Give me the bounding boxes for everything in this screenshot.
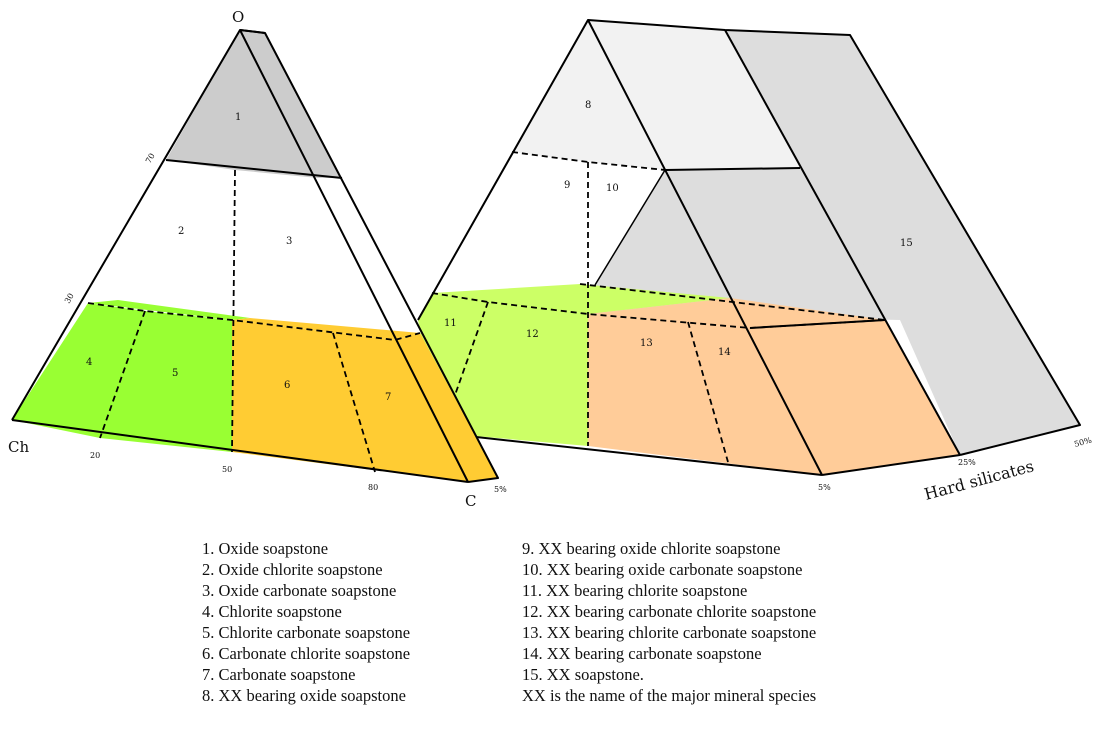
legend-item: 1. Oxide soapstone <box>202 539 329 558</box>
region-label-9: 9 <box>564 180 570 191</box>
back-slab-top-dashed <box>431 292 886 329</box>
region-10-fill <box>588 162 665 290</box>
front-6-7-dashed <box>332 332 376 473</box>
region-label-12: 12 <box>526 329 539 340</box>
legend-item: 10. XX bearing oxide carbonate soapstone <box>522 560 803 579</box>
legend-item: 3. Oxide carbonate soapstone <box>202 581 397 600</box>
back-prism-front-floor <box>439 432 823 476</box>
legend-item: 15. XX soapstone. <box>522 665 644 684</box>
legend-item: 12. XX bearing carbonate chlorite soapst… <box>522 602 817 621</box>
region-label-4: 4 <box>86 357 92 368</box>
front-prism-base <box>11 419 469 483</box>
region-label-13: 13 <box>640 338 653 349</box>
back-13-14-dashed <box>687 321 729 463</box>
back-prism-base <box>821 454 961 476</box>
back-11-12-dashed <box>454 301 489 396</box>
legend-item: 4. Chlorite soapstone <box>202 602 342 621</box>
region-label-3: 3 <box>286 236 292 247</box>
legend-item: 11. XX bearing chlorite soapstone <box>522 581 748 600</box>
front-oxide-line <box>165 159 343 179</box>
back-prism-upper-line <box>664 167 801 171</box>
vertex-label-right: C <box>465 492 476 510</box>
vertex-label-left: Ch <box>8 438 29 456</box>
region-6-7-fill <box>232 320 498 482</box>
back-prism-diag <box>594 169 666 286</box>
legend-item: 13. XX bearing chlorite carbonate soapst… <box>522 623 817 642</box>
front-ridge <box>239 29 266 34</box>
legend-item: 5. Chlorite carbonate soapstone <box>202 623 411 642</box>
region-label-5: 5 <box>172 368 178 379</box>
region-label-7: 7 <box>385 392 391 403</box>
depth-tick-50: 50% <box>1073 436 1093 449</box>
region-label-10: 10 <box>606 183 619 194</box>
back-prism-ridge <box>724 29 961 456</box>
region-label-15: 15 <box>900 238 913 249</box>
chc-tick-80: 80 <box>368 483 378 492</box>
legend-item: 9. XX bearing oxide chlorite soapstone <box>522 539 781 558</box>
legend-item: 8. XX bearing oxide soapstone <box>202 686 406 705</box>
region-label-14: 14 <box>718 347 731 358</box>
back-prism-roof <box>587 19 1081 456</box>
front-4-5-dashed <box>99 310 146 439</box>
legend-item: XX is the name of the major mineral spec… <box>522 686 817 705</box>
depth-tick-25: 25% <box>958 458 976 467</box>
chc-tick-50: 50 <box>222 465 232 474</box>
oc-tick-70: 70 <box>144 152 157 165</box>
slab-top-carbonate <box>588 298 885 328</box>
vertex-label-top: O <box>232 8 244 26</box>
depth-axis-label: Hard silicates <box>922 456 1036 504</box>
depth-tick-front: 5% <box>494 485 507 494</box>
legend-left-column: 1. Oxide soapstone 2. Oxide chlorite soa… <box>202 538 410 706</box>
region-label-1: 1 <box>235 112 241 123</box>
chc-tick-20: 20 <box>90 451 100 460</box>
legend-item: 6. Carbonate chlorite soapstone <box>202 644 411 663</box>
slab-top-chlorite <box>432 284 730 314</box>
region-1-fill <box>166 30 342 178</box>
region-label-11: 11 <box>444 318 457 329</box>
slab-top-front-carbonate <box>232 318 420 340</box>
legend-item: 14. XX bearing carbonate soapstone <box>522 644 762 663</box>
region-label-2: 2 <box>178 226 184 237</box>
back-slab-rear-dashed <box>579 283 886 321</box>
legend-item: 7. Carbonate soapstone <box>202 665 356 684</box>
region-label-8: 8 <box>585 100 591 111</box>
slab-top-front <box>88 300 250 320</box>
region-8-fill <box>512 20 800 170</box>
front-slab-dashed <box>87 302 421 341</box>
region-13-14-fill <box>588 314 960 475</box>
back-upper-dashed <box>511 151 666 171</box>
legend-right-column: 9. XX bearing oxide chlorite soapstone 1… <box>522 538 816 706</box>
region-label-6: 6 <box>284 380 290 391</box>
legend-item: 2. Oxide chlorite soapstone <box>202 560 383 579</box>
depth-tick-back: 5% <box>818 483 831 492</box>
oc-tick-30: 30 <box>63 292 76 305</box>
front-mid-dashed <box>231 169 236 453</box>
